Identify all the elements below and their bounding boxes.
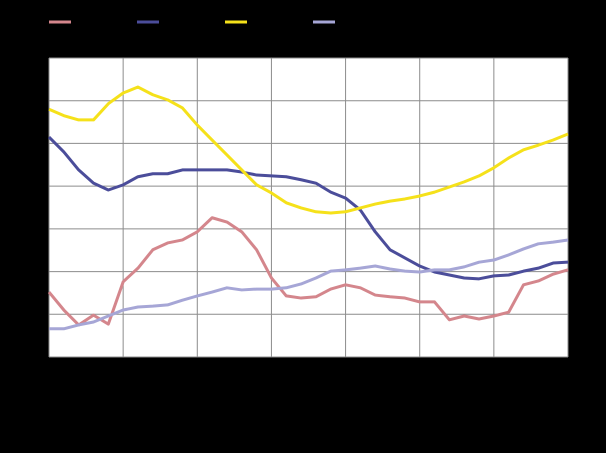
plot-area <box>49 58 568 357</box>
series-line <box>47 216 569 327</box>
series-line <box>49 238 569 331</box>
series-line <box>47 135 569 281</box>
series-line <box>48 85 569 215</box>
